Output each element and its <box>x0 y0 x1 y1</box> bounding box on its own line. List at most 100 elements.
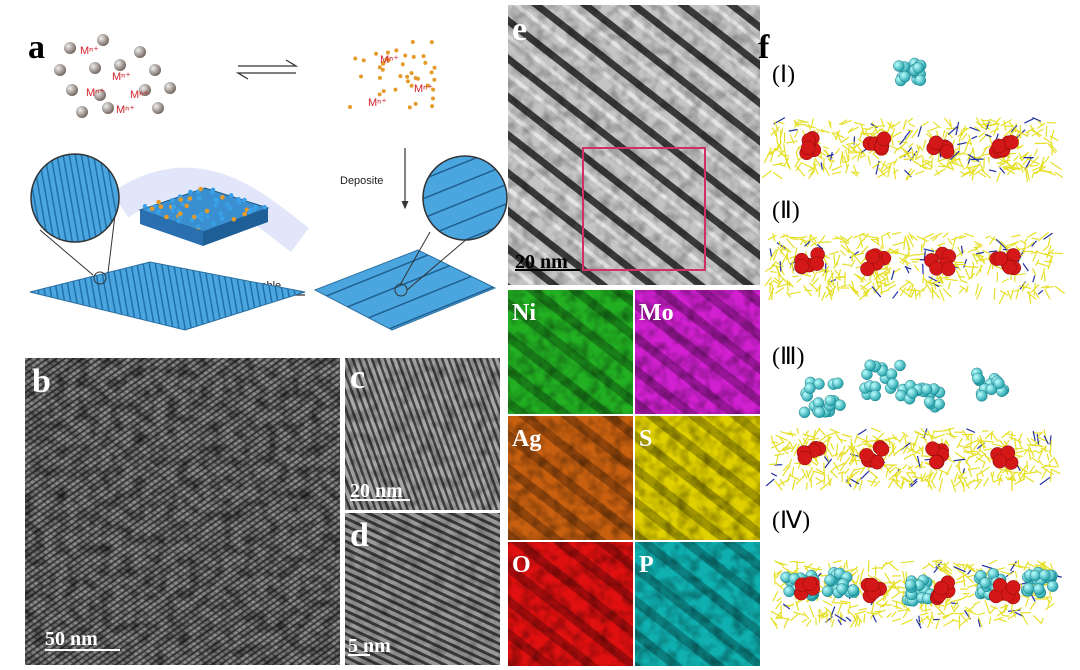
cluster-core <box>860 261 875 277</box>
ligand <box>782 566 795 575</box>
cluster-core <box>929 454 944 470</box>
ligand <box>902 571 906 585</box>
ligand <box>846 142 856 146</box>
ligand <box>823 462 825 476</box>
ligand <box>1035 259 1040 266</box>
ligand <box>797 119 809 124</box>
ligand <box>908 232 914 240</box>
ligand <box>922 274 925 284</box>
ligand <box>859 465 866 475</box>
ligand <box>975 251 984 255</box>
ligand <box>925 615 934 624</box>
ligand <box>905 472 915 484</box>
precursor-cluster <box>933 398 945 410</box>
atom <box>242 211 247 217</box>
panel-label: c <box>350 359 365 396</box>
ligand <box>892 291 899 299</box>
ligand <box>815 128 825 133</box>
cluster-core <box>874 442 890 457</box>
ligand <box>974 126 982 132</box>
ligand <box>900 475 909 483</box>
ligand <box>1007 290 1013 301</box>
ligand <box>904 266 912 270</box>
ion-dot <box>377 92 382 97</box>
ligand <box>845 616 852 622</box>
ligand <box>831 171 842 175</box>
ligand <box>918 615 921 626</box>
atom <box>205 214 210 219</box>
ligand <box>824 458 833 469</box>
ligand <box>967 166 973 175</box>
ligand <box>976 286 983 300</box>
ligand <box>924 281 933 294</box>
ion-dot <box>421 54 426 59</box>
ligand <box>776 278 784 289</box>
ion-sphere <box>134 46 146 58</box>
ligand <box>876 602 885 608</box>
cluster-core <box>800 140 816 156</box>
ion-dot <box>429 40 434 45</box>
ligand <box>840 119 852 126</box>
ligand <box>889 145 900 151</box>
glow <box>111 167 310 252</box>
ligand <box>912 442 915 454</box>
ligand <box>929 232 943 240</box>
ligand <box>992 477 1003 483</box>
ligand <box>803 565 818 571</box>
ligand <box>931 280 943 284</box>
ligand <box>923 278 934 287</box>
ligand <box>972 442 980 452</box>
ligand <box>907 465 914 470</box>
ligand <box>820 162 823 170</box>
ligand <box>881 235 884 249</box>
ligand <box>938 468 950 475</box>
ligand <box>953 260 962 271</box>
ligand <box>1054 285 1066 294</box>
ligand <box>1025 595 1030 607</box>
ligand <box>999 167 1006 174</box>
ligand <box>860 280 872 290</box>
ion-dot <box>348 105 353 110</box>
ligand <box>1032 430 1036 441</box>
ligand <box>852 165 859 176</box>
cluster-core <box>802 576 818 591</box>
ligand <box>920 121 929 127</box>
ligand <box>890 270 895 280</box>
ligand <box>839 600 851 604</box>
ligand <box>931 282 940 288</box>
ligand <box>900 560 914 564</box>
cluster-core <box>1005 580 1021 595</box>
ligand <box>855 610 866 615</box>
ligand <box>853 150 866 155</box>
ligand <box>942 232 949 238</box>
ligand <box>1010 560 1017 572</box>
ion-dot <box>359 74 364 79</box>
ligand <box>805 482 808 490</box>
ligand <box>979 439 985 449</box>
ligand <box>935 561 942 569</box>
ligand <box>1020 612 1029 626</box>
ligand <box>1044 445 1047 452</box>
ligand <box>796 123 803 126</box>
precursor-cluster <box>914 74 926 86</box>
ligand <box>1019 151 1030 160</box>
ion-label: Mⁿ⁺ <box>112 71 131 83</box>
ligand <box>891 580 900 585</box>
ligand <box>950 161 964 168</box>
ligand <box>938 161 946 167</box>
nanosheet <box>29 261 306 331</box>
ligand <box>1031 240 1037 247</box>
ion-dot <box>377 75 382 80</box>
ligand <box>948 119 953 128</box>
ligand <box>809 233 817 242</box>
ion-dot <box>429 70 434 75</box>
ion-dot <box>374 51 379 56</box>
ligand <box>938 289 945 302</box>
ligand <box>791 479 796 491</box>
ligand <box>775 129 779 144</box>
ligand <box>907 448 921 455</box>
ligand <box>1048 450 1053 458</box>
ligand <box>984 133 992 138</box>
ligand <box>1003 128 1013 137</box>
ligand <box>981 146 988 156</box>
